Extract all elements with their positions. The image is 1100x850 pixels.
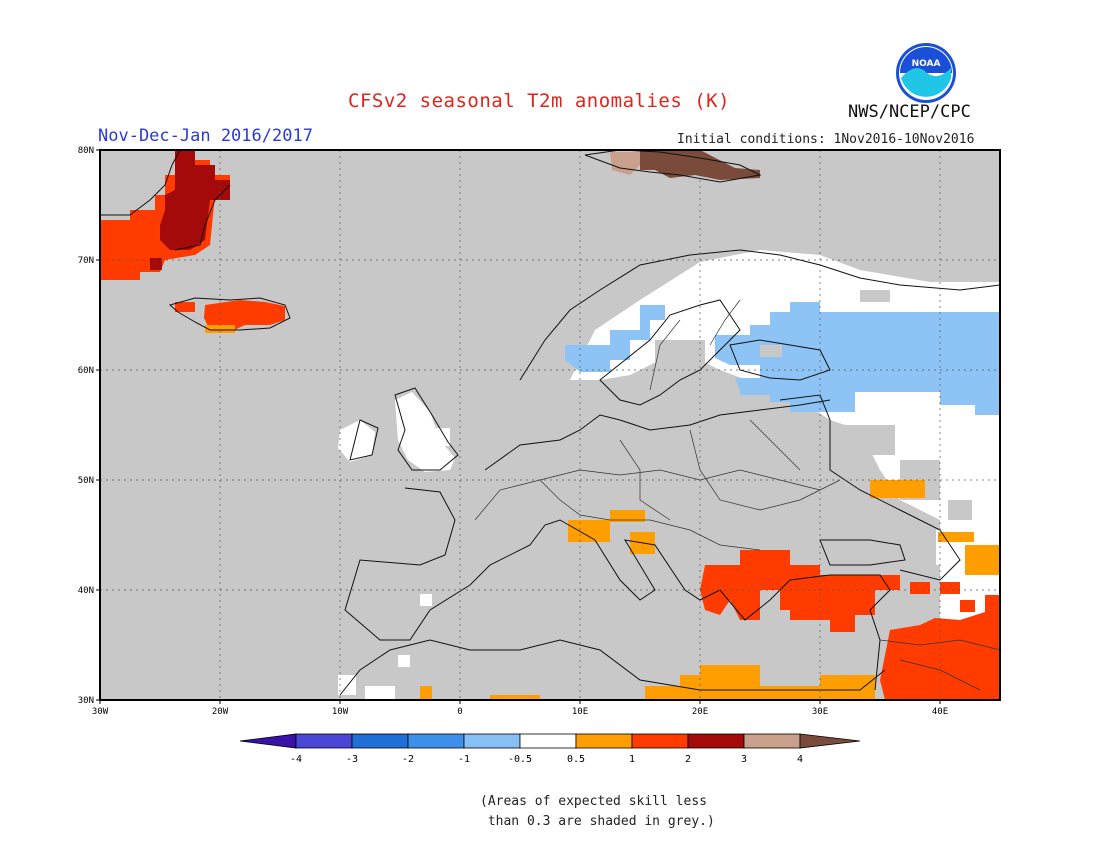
colorbar-segment [463,733,521,749]
colorbar-tick-label: 0.5 [567,754,585,765]
orange-austria [610,510,645,522]
orange-africa-small [420,686,432,700]
colorbar-tick-label: -4 [290,754,302,765]
red-caucasus [940,582,960,594]
colorbar-segment [239,733,297,749]
lat-label: 60N [78,366,94,376]
colorbar-segment [575,733,633,749]
colorbar-segment [743,733,801,749]
white-patch-spain [398,655,410,667]
colorbar-tick-label: 1 [629,754,635,765]
lon-label: 20E [692,707,708,717]
white-patch-africa [365,686,395,700]
orange-russia [870,480,925,498]
red-caucasus-3 [910,582,930,594]
skill-footnote: (Areas of expected skill less than 0.3 a… [480,792,715,832]
colorbar-tick-label: 4 [797,754,803,765]
negative-anomaly-russia [715,302,1000,415]
gridlines [100,150,1000,700]
greenland-dark-red [160,150,230,250]
orange-north-africa [645,665,875,700]
grey-russia-patch-3 [948,500,972,520]
footnote-line-2: than 0.3 are shaded in grey.) [480,814,715,829]
colorbar-segment [631,733,689,749]
organization-label: NWS/NCEP/CPC [848,102,971,122]
anomaly-shading [100,150,1000,700]
iceland-red [204,300,285,332]
lat-label: 40N [78,586,94,596]
iceland-west-red [175,302,195,312]
map-frame [99,149,1001,701]
white-patch-uk [428,428,450,446]
lon-label: 30E [812,707,828,717]
lon-label: 10E [572,707,588,717]
grey-kola [860,290,890,302]
lon-label: 10W [332,707,349,717]
orange-africa-edge [490,695,540,700]
colorbar-segment [687,733,745,749]
negative-anomaly-norway [565,305,665,372]
colorbar-tick-label: -0.5 [508,754,532,765]
grey-finland-patch [760,345,782,357]
lat-label: 50N [78,476,94,486]
axis-ticks [96,149,941,704]
colorbar-segment [519,733,577,749]
forecast-period: Nov-Dec-Jan 2016/2017 [98,126,313,146]
lon-label: 20W [212,707,229,717]
colorbar-segment [351,733,409,749]
lon-label: 30W [92,707,109,717]
colorbar-segment [407,733,465,749]
orange-caspian-2 [965,545,1000,575]
colorbar-tick-label: -2 [402,754,414,765]
lat-label: 70N [78,256,94,266]
noaa-logo: NOAA [896,43,956,103]
chart-title: CFSv2 seasonal T2m anomalies (K) [348,90,731,112]
british-isles-white [338,392,455,472]
red-middle-east [880,595,1000,700]
orange-caspian [938,532,974,542]
colorbar-tick-label: -3 [346,754,358,765]
grey-russia-patch [840,425,895,455]
white-patch-spain-2 [420,594,432,606]
svalbard-dark [640,150,760,180]
borders [474,299,1000,691]
lon-labels: 30W 20W 10W 0 10E 20E 30E 40E [92,707,948,717]
footnote-line-1: (Areas of expected skill less [480,794,707,809]
iceland-orange [205,325,235,333]
lon-label: 40E [932,707,948,717]
red-caucasus-2 [960,600,975,612]
lat-labels: 80N 70N 60N 50N 40N 30N [78,146,94,706]
colorbar-tick-label: -1 [458,754,470,765]
logo-text: NOAA [912,59,941,69]
initial-conditions: Initial conditions: 1Nov2016-10Nov2016 [677,132,975,147]
colorbar-segment [799,733,861,749]
greenland-dark-red-cell [150,258,162,270]
colorbar-tick-label: 3 [741,754,747,765]
colorbar: -4 -3 -2 -1 -0.5 0.5 1 2 3 4 [239,733,861,765]
colorbar-segment [295,733,353,749]
colorbar-tick-label: 2 [685,754,691,765]
grey-sweden [655,340,705,400]
lat-label: 80N [78,146,94,156]
orange-alps [568,520,610,542]
lat-label: 30N [78,696,94,706]
lon-label: 0 [457,707,462,717]
red-balkans-turkey [700,550,900,632]
